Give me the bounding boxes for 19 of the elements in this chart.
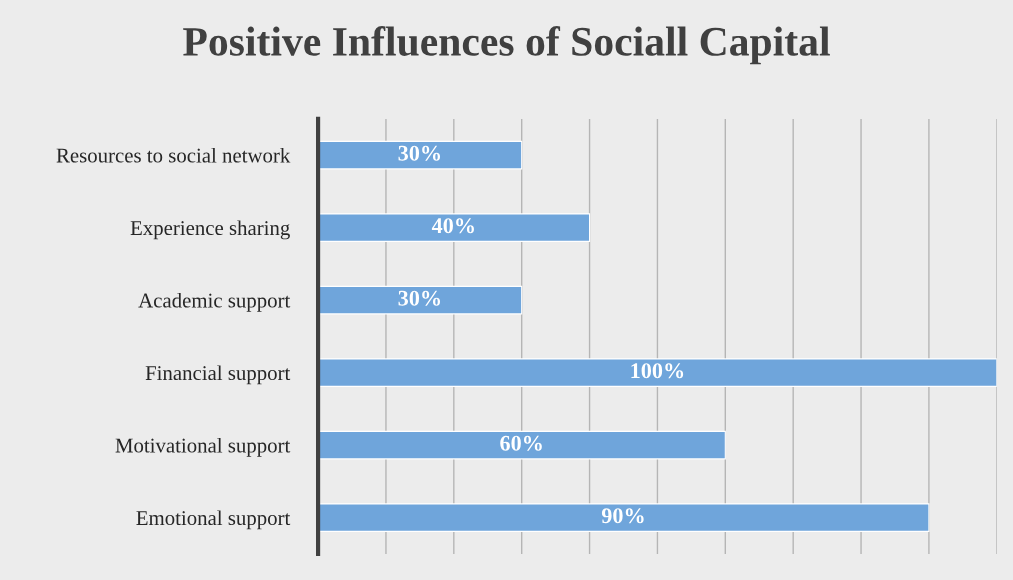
- y-tick-label: Motivational support: [115, 437, 291, 457]
- data-label: 90%: [601, 508, 644, 524]
- chart-title: Positive Influences of Sociall Capital: [183, 26, 830, 65]
- y-tick-label: Resources to social network: [56, 147, 291, 163]
- bar: [318, 503, 930, 532]
- bar: [318, 358, 997, 387]
- bar: [318, 430, 726, 460]
- bar: [318, 285, 523, 315]
- bar: [318, 140, 523, 170]
- y-tick-label: Financial support: [145, 365, 291, 385]
- data-label: 100%: [631, 363, 684, 379]
- bar: [318, 213, 591, 242]
- y-tick-label: Emotional support: [136, 510, 291, 530]
- data-label: 30%: [398, 290, 441, 306]
- y-tick-label: Experience sharing: [130, 220, 290, 240]
- y-tick-label: Academic support: [138, 292, 291, 312]
- data-label: 60%: [500, 435, 542, 451]
- data-label: 30%: [398, 145, 441, 161]
- data-label: 40%: [431, 218, 474, 234]
